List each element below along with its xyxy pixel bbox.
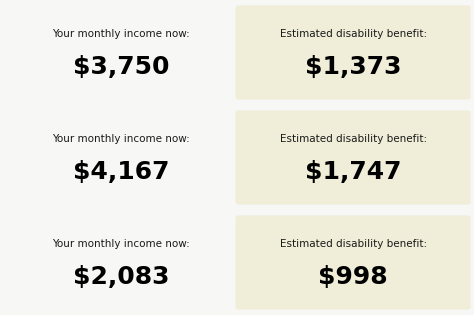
FancyBboxPatch shape [236, 110, 471, 205]
Text: Your monthly income now:: Your monthly income now: [52, 238, 190, 249]
Text: $1,373: $1,373 [305, 55, 401, 79]
Text: Your monthly income now:: Your monthly income now: [52, 29, 190, 39]
Text: $4,167: $4,167 [73, 160, 169, 184]
Text: Your monthly income now:: Your monthly income now: [52, 134, 190, 144]
Text: $3,750: $3,750 [73, 55, 169, 79]
Text: Estimated disability benefit:: Estimated disability benefit: [280, 134, 427, 144]
Text: Estimated disability benefit:: Estimated disability benefit: [280, 29, 427, 39]
FancyBboxPatch shape [236, 215, 471, 310]
Text: Estimated disability benefit:: Estimated disability benefit: [280, 238, 427, 249]
Text: $1,747: $1,747 [305, 160, 401, 184]
Text: $998: $998 [319, 265, 388, 289]
Text: $2,083: $2,083 [73, 265, 169, 289]
FancyBboxPatch shape [236, 5, 471, 100]
